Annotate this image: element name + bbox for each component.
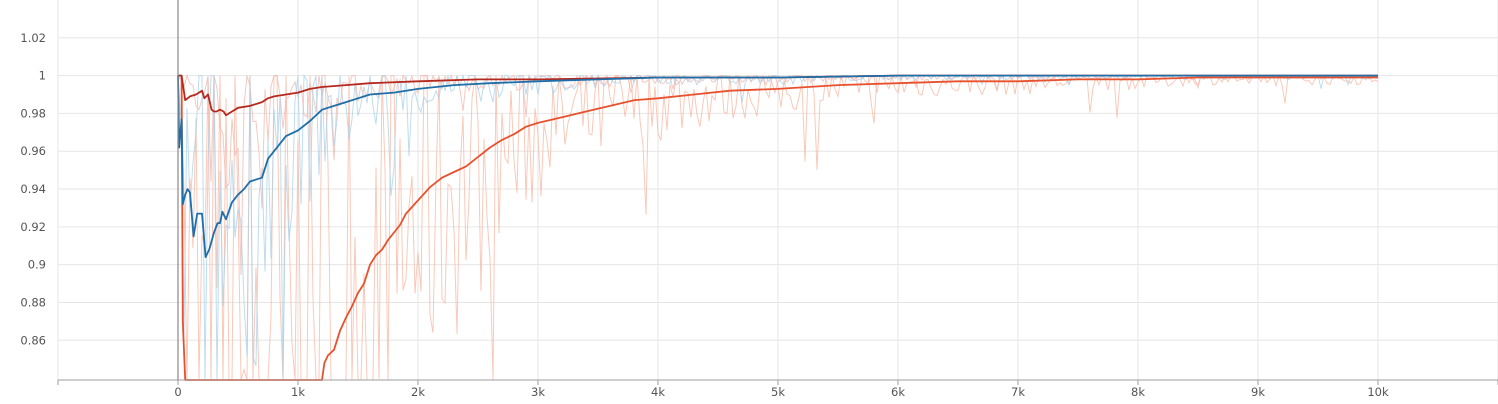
axis-layer: 0.86 0.88 0.9 0.92 0.94 0.96 0.98 1 1.02 0 1k 2k 3k 4… [20,0,1498,399]
x-tick-label-6: 5k [771,385,785,399]
grid-layer [57,0,1498,380]
y-tick-label-0: 0.86 [20,333,46,347]
y-tick-label-8: 1.02 [20,31,46,45]
x-tick-label-9: 8k [1131,385,1145,399]
y-tick-label-3: 0.92 [20,220,46,234]
series-line-2 [177,74,1378,259]
x-tick-label-2: 1k [291,385,305,399]
y-tick-label-2: 0.9 [28,258,46,272]
series-layer [177,74,1378,381]
y-tick-label-1: 0.88 [20,295,46,309]
series-line-0 [178,74,1378,381]
x-tick-label-3: 2k [411,385,425,399]
y-tick-label-4: 0.94 [20,182,46,196]
y-tick-label-6: 0.98 [20,106,46,120]
x-tick-label-10: 9k [1251,385,1265,399]
y-tick-label-5: 0.96 [20,144,46,158]
x-tick-label-1: 0 [174,385,181,399]
x-tick-label-11: 10k [1367,385,1389,399]
x-tick-label-5: 4k [651,385,665,399]
x-tick-label-7: 6k [891,385,905,399]
x-tick-label-8: 7k [1011,385,1025,399]
y-tick-label-7: 1 [39,69,46,83]
x-tick-label-4: 3k [531,385,545,399]
